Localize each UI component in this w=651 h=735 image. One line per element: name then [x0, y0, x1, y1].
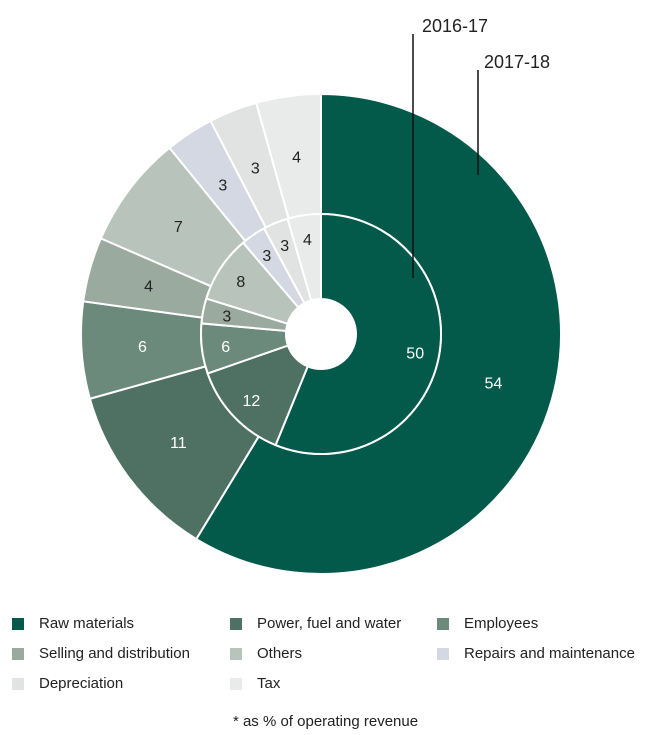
legend-label: Selling and distribution [39, 645, 190, 662]
legend-swatch [437, 617, 449, 630]
legend-label: Others [257, 645, 303, 662]
series-callouts: 2016-17 2017-18 [412, 16, 550, 278]
legend-swatch [12, 677, 24, 690]
value-label-inner-power-fuel-and-water: 12 [242, 393, 260, 410]
outer-ring-2017-18 [80, 92, 562, 575]
value-label-inner-selling-and-distribution: 3 [222, 308, 231, 325]
value-label-outer-raw-materials: 54 [484, 375, 502, 392]
legend-item-selling-and-distribution: Selling and distribution [12, 645, 190, 662]
value-label-inner-employees: 6 [221, 339, 230, 356]
legend-label: Power, fuel and water [257, 615, 402, 632]
legend-item-power-fuel-and-water: Power, fuel and water [230, 615, 401, 632]
value-label-inner-raw-materials: 50 [406, 346, 424, 363]
legend-item-repairs-and-maintenance: Repairs and maintenance [437, 645, 635, 662]
legend-swatch [230, 677, 242, 690]
legend-item-tax: Tax [230, 675, 280, 692]
legend-swatch [437, 647, 449, 660]
value-label-inner-others: 8 [236, 274, 245, 291]
value-label-outer-selling-and-distribution: 4 [144, 279, 153, 296]
legend-swatch [230, 617, 242, 630]
value-label-inner-tax: 4 [303, 232, 312, 249]
legend-label: Tax [257, 675, 281, 692]
legend-label: Employees [464, 615, 539, 632]
slice-inner-tax [286, 212, 322, 302]
legend-item-employees: Employees [437, 615, 538, 632]
footnote: * as % of operating revenue [232, 713, 419, 730]
legend-label: Depreciation [39, 675, 124, 692]
value-label-outer-tax: 4 [292, 150, 301, 167]
value-label-inner-depreciation: 3 [280, 238, 289, 255]
slice-inner-raw-materials [274, 212, 442, 455]
legend-swatch [12, 647, 24, 660]
legend-swatch [230, 647, 242, 660]
legend-item-raw-materials: Raw materials [12, 615, 134, 632]
value-label-inner-repairs-and-maintenance: 3 [262, 248, 271, 265]
value-label-outer-employees: 6 [138, 339, 147, 356]
value-label-outer-power-fuel-and-water: 11 [170, 435, 187, 452]
slice-inner-power-fuel-and-water [206, 344, 310, 447]
series-label-2017-18: 2017-18 [484, 52, 550, 72]
legend-item-depreciation: Depreciation [12, 675, 123, 692]
legend-item-others: Others [230, 645, 302, 662]
legend-swatch [12, 617, 24, 630]
legend-label: Repairs and maintenance [464, 645, 635, 662]
value-label-outer-depreciation: 3 [251, 160, 260, 177]
value-label-outer-others: 7 [174, 219, 183, 236]
legend-label: Raw materials [39, 615, 135, 632]
series-label-2016-17: 2016-17 [422, 16, 488, 36]
inner-ring-2016-17 [200, 212, 442, 455]
value-label-outer-repairs-and-maintenance: 3 [218, 177, 227, 194]
